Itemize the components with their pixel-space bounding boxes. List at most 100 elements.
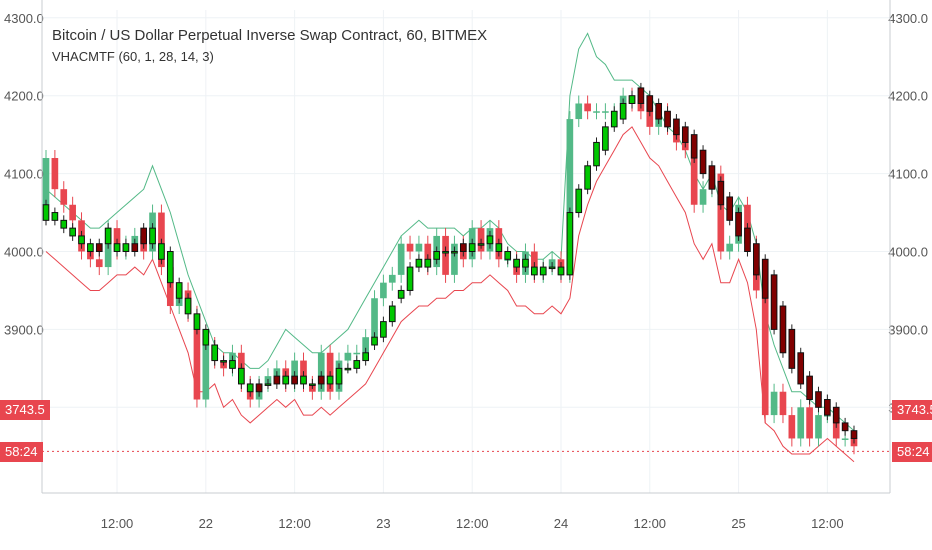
ha-candle-body	[442, 251, 449, 254]
raw-candle-body	[788, 415, 796, 439]
y-tick-label: 4000.0	[4, 245, 44, 260]
ha-candle-body	[166, 251, 174, 284]
ha-candle-body	[797, 352, 805, 385]
x-tick-label: 25	[731, 516, 745, 531]
raw-candle-body	[51, 158, 59, 190]
raw-candle-body	[353, 352, 361, 355]
raw-candle-body	[95, 259, 103, 268]
raw-candle-body	[699, 189, 707, 205]
ha-candle-body	[486, 235, 494, 245]
ha-candle-body	[566, 212, 574, 276]
ha-candle-body	[353, 360, 361, 369]
ha-candle-body	[51, 212, 59, 221]
raw-candle-body	[646, 111, 654, 127]
ha-candle-body	[548, 266, 556, 270]
ha-candle-body	[202, 328, 210, 346]
ha-candle-body	[131, 243, 139, 252]
ha-candle-body	[113, 243, 121, 252]
x-tick-label: 22	[199, 516, 213, 531]
ha-candle-body	[211, 344, 219, 362]
ha-candle-body	[770, 274, 778, 330]
x-tick-label: 12:00	[278, 516, 311, 531]
ha-candle-body	[140, 227, 147, 245]
ha-candle-body	[335, 367, 343, 385]
lower-band-line	[45, 126, 855, 463]
raw-candle-body	[575, 103, 583, 120]
raw-candle-body	[362, 337, 369, 353]
ha-candle-body	[504, 251, 512, 260]
y-tick-label: 4200.0	[4, 89, 44, 104]
raw-candle-body	[566, 119, 574, 275]
ha-candle-body	[628, 95, 636, 104]
raw-candle-body	[451, 243, 458, 275]
ha-candle-body	[220, 360, 227, 363]
raw-candle-body	[344, 352, 352, 361]
ha-candle-body	[788, 328, 796, 369]
ha-candle-body	[779, 305, 787, 354]
ha-candle-body	[229, 360, 236, 369]
ha-candle-body	[300, 375, 307, 385]
ha-candle-body	[309, 383, 316, 386]
ha-candle-body	[184, 297, 192, 315]
y-tick-label: 4100.0	[888, 167, 928, 182]
ha-candle-body	[122, 243, 130, 252]
raw-candle-body	[593, 111, 600, 113]
ha-candle-body	[424, 258, 432, 268]
ha-candle-body	[388, 305, 396, 323]
ha-candle-body	[78, 235, 85, 245]
ha-candle-body	[646, 95, 654, 112]
y-tick-label: 3900.0	[4, 322, 44, 337]
raw-candle-body	[770, 391, 778, 416]
raw-candle-body	[717, 173, 725, 252]
raw-candle-body	[797, 407, 805, 439]
chart-title: Bitcoin / US Dollar Perpetual Inverse Sw…	[52, 27, 488, 44]
ha-candle-body	[744, 227, 751, 252]
ha-candle-body	[238, 367, 245, 385]
ha-candle-body	[726, 196, 734, 221]
ha-candle-body	[193, 313, 201, 330]
raw-candle-body	[42, 158, 50, 205]
raw-candle-body	[779, 391, 787, 416]
ha-candle-body	[459, 243, 467, 252]
ha-candle-body	[815, 391, 822, 408]
raw-candle-body	[415, 243, 423, 252]
raw-candle-body	[761, 290, 769, 416]
ha-candle-body	[264, 383, 272, 386]
ha-candle-body	[282, 375, 290, 385]
countdown-tag-left: 58:24	[0, 442, 43, 462]
ha-candle-body	[477, 243, 485, 246]
ha-candle-body	[397, 289, 405, 299]
ha-candle-body	[415, 258, 423, 268]
y-tick-label: 4100.0	[4, 167, 44, 182]
ha-candle-body	[761, 258, 769, 299]
raw-candle-body	[69, 204, 76, 221]
raw-candle-body	[371, 298, 378, 338]
ha-candle-body	[708, 165, 716, 190]
ha-candle-body	[735, 212, 742, 237]
ha-candle-body	[806, 375, 813, 401]
y-tick-label: 4200.0	[888, 89, 928, 104]
ha-candle-body	[362, 352, 369, 362]
ha-candle-body	[406, 266, 414, 291]
ha-candle-body	[717, 180, 725, 206]
ha-candle-body	[522, 258, 529, 268]
ha-candle-body	[158, 243, 165, 260]
y-tick-label: 4300.0	[888, 11, 928, 26]
ha-candle-body	[850, 430, 858, 439]
ha-candle-body	[531, 266, 538, 276]
x-tick-label: 12:00	[811, 516, 844, 531]
ha-candle-body	[104, 227, 112, 245]
last-price-tag-left: 3743.5	[0, 400, 50, 420]
x-tick-label: 24	[554, 516, 568, 531]
ha-candle-body	[637, 87, 645, 104]
x-tick-label: 12:00	[101, 516, 134, 531]
raw-candle-body	[406, 243, 414, 252]
ha-candle-body	[841, 422, 849, 432]
raw-candle-body	[806, 407, 813, 439]
indicator-label: VHACMTF (60, 1, 28, 14, 3)	[52, 49, 214, 64]
ha-candle-body	[255, 383, 263, 393]
raw-candle-body	[193, 313, 201, 400]
raw-candle-body	[726, 243, 734, 252]
x-tick-label: 12:00	[634, 516, 667, 531]
